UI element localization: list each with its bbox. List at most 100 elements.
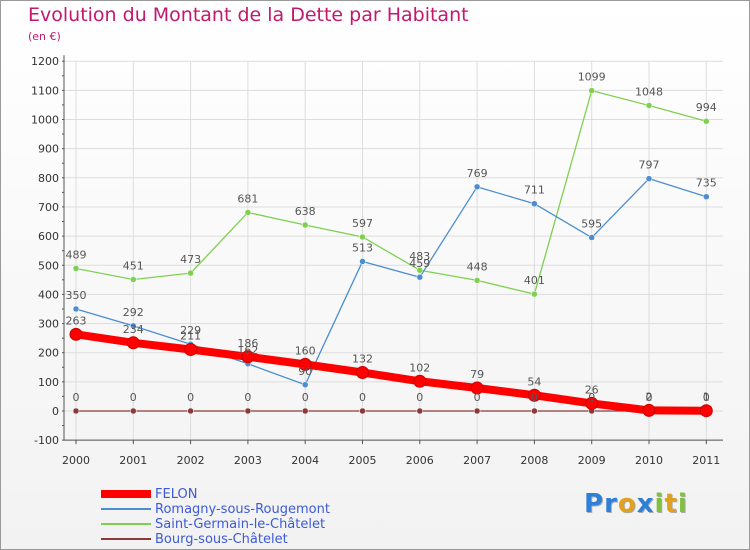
x-tick-label: 2011	[692, 454, 720, 467]
data-point	[416, 407, 424, 415]
data-point	[359, 407, 366, 415]
y-tick-label: 500	[38, 259, 59, 272]
x-tick-label: 2001	[119, 454, 147, 467]
data-label: 211	[180, 329, 201, 342]
data-label: 459	[409, 257, 430, 270]
logo-letter: x	[636, 489, 655, 519]
data-label: 0	[244, 391, 251, 404]
data-label: 0	[588, 391, 595, 404]
legend-label: Saint-Germain-le-Châtelet	[155, 517, 326, 532]
legend-label: Bourg-sous-Châtelet	[155, 532, 288, 547]
x-tick-label: 2007	[463, 454, 491, 467]
data-label: 483	[409, 250, 430, 263]
data-point	[416, 266, 424, 274]
data-label: 711	[524, 184, 545, 197]
data-label: 1099	[578, 71, 606, 84]
data-label: 0	[474, 391, 481, 404]
data-point	[298, 357, 312, 371]
data-label: 26	[585, 383, 599, 396]
data-point	[645, 102, 653, 109]
series-line-2	[75, 89, 707, 295]
data-label: 473	[180, 253, 201, 266]
data-point	[244, 209, 252, 216]
y-tick-label: 1000	[31, 114, 59, 127]
data-label: 1048	[635, 86, 663, 99]
y-tick-label: 900	[38, 143, 59, 156]
logo-letter: i	[654, 489, 665, 519]
data-point	[356, 366, 369, 380]
data-label: 90	[298, 365, 312, 378]
data-point	[416, 273, 424, 281]
data-point	[588, 234, 595, 241]
data-label: 54	[527, 375, 541, 388]
data-label: 102	[409, 361, 430, 374]
data-label: 2	[646, 390, 653, 403]
data-point	[301, 381, 309, 389]
data-point	[703, 117, 710, 125]
data-label: 0	[416, 391, 423, 404]
y-tick-label: 300	[38, 318, 59, 331]
data-label: 595	[581, 218, 602, 231]
data-label: 769	[467, 167, 488, 180]
legend-label: FELON	[155, 487, 198, 502]
data-point	[699, 404, 713, 418]
legend-swatch	[101, 490, 151, 498]
x-tick-label: 2000	[62, 454, 90, 467]
y-tick-label: 800	[38, 172, 59, 185]
data-label: 234	[123, 323, 144, 336]
x-tick-label: 2008	[520, 454, 548, 467]
x-tick-label: 2004	[291, 454, 319, 467]
x-tick-label: 2002	[177, 454, 205, 467]
data-label: 513	[352, 241, 373, 254]
data-point	[585, 396, 599, 410]
logo-letter: i	[677, 489, 688, 519]
data-label: 401	[524, 274, 545, 287]
proxiti-logo: Proxiti	[584, 489, 688, 519]
data-point	[72, 265, 80, 272]
legend-swatch	[101, 538, 151, 540]
data-point	[531, 407, 538, 415]
data-point	[126, 336, 140, 350]
data-point	[301, 407, 309, 415]
y-tick-label: 200	[38, 347, 59, 360]
data-label: 292	[123, 306, 144, 319]
y-tick-label: 400	[38, 288, 59, 301]
data-label: 597	[352, 217, 373, 230]
y-tick-label: 0	[52, 405, 59, 418]
data-point	[72, 407, 80, 415]
data-label: 229	[180, 324, 201, 337]
data-label: 160	[295, 344, 316, 357]
data-label: 0	[646, 391, 653, 404]
y-tick-label: 1200	[31, 55, 59, 68]
x-tick-label: 2006	[406, 454, 434, 467]
data-label: 162	[237, 344, 258, 357]
data-label: 0	[73, 391, 80, 404]
y-tick-label: 100	[38, 376, 59, 389]
data-point	[645, 175, 653, 182]
data-label: 132	[352, 353, 373, 366]
data-point	[184, 342, 198, 356]
data-label: 350	[66, 289, 87, 302]
data-point	[642, 403, 656, 417]
data-point	[241, 350, 255, 364]
data-point	[413, 374, 427, 388]
logo-letter: o	[617, 489, 637, 519]
data-label: 797	[639, 159, 660, 172]
logo-letter: r	[604, 489, 618, 519]
data-label: 994	[696, 101, 717, 114]
y-tick-label: 1100	[31, 84, 59, 97]
data-point	[244, 407, 252, 415]
data-point	[359, 233, 366, 241]
data-point	[588, 87, 595, 94]
y-tick-label: 600	[38, 230, 59, 243]
data-label: 489	[66, 248, 87, 261]
data-label: 186	[237, 337, 258, 350]
data-point	[527, 388, 541, 402]
data-point	[473, 277, 481, 284]
legend-swatch	[101, 523, 151, 525]
data-point	[359, 258, 366, 265]
data-label: 0	[130, 391, 137, 404]
data-point	[473, 183, 481, 191]
data-label: 0	[302, 391, 309, 404]
